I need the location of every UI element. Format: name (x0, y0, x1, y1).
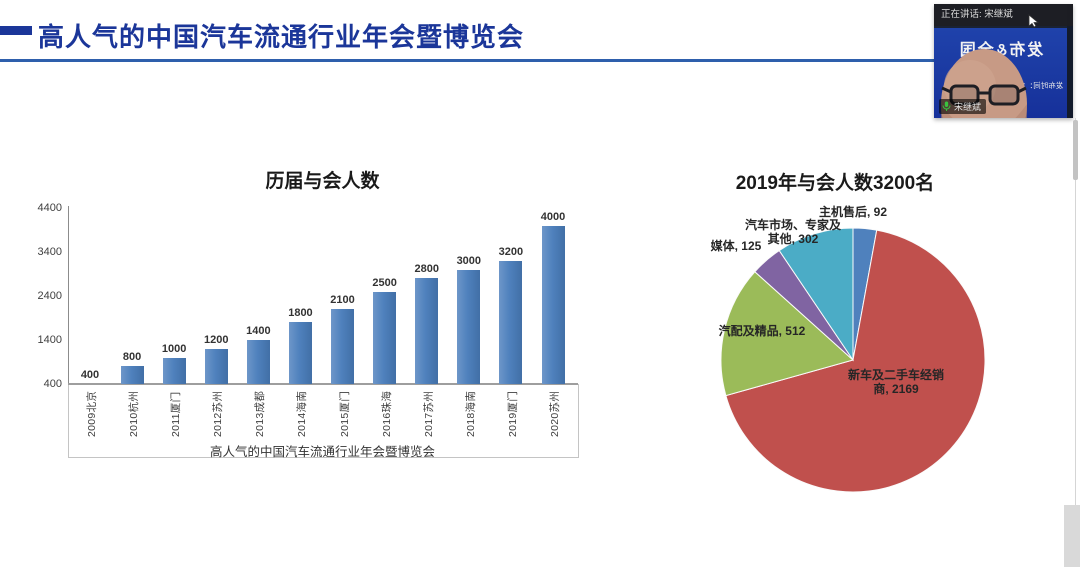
bar (331, 309, 355, 384)
x-tick-label: 2020苏州 (549, 390, 561, 437)
x-tick-label: 2013成都 (254, 390, 267, 437)
pie-slice-label: 媒体, 125 (710, 239, 762, 253)
x-tick-label: 2017苏州 (422, 390, 435, 437)
bar (373, 291, 397, 384)
bar-chart-title: 历届与会人数 (265, 171, 380, 192)
bar-value-label: 2100 (330, 294, 355, 307)
scrollbar-thumb[interactable] (1073, 120, 1078, 180)
pie-slice-label: 主机售后, 92 (818, 205, 888, 219)
pie-slice (852, 227, 878, 361)
bar-value-label: 1000 (161, 342, 187, 355)
microphone-icon (942, 101, 951, 111)
bar-chart-x-axis-title: 高人气的中国汽车流通行业年会暨博览会 (209, 445, 435, 459)
mouse-cursor-icon (1028, 14, 1039, 28)
bar (457, 269, 481, 384)
pie-slice (725, 229, 986, 493)
x-tick-label: 2010杭州 (128, 390, 141, 437)
bar (541, 225, 565, 384)
pie-slice (754, 249, 854, 361)
y-tick-label: 4400 (37, 202, 62, 214)
x-tick-label: 2009北京 (86, 390, 98, 437)
y-tick-label: 400 (43, 378, 62, 390)
pie-chart-title: 2019年与会人数3200名 (735, 173, 935, 194)
bar-value-label: 1800 (288, 307, 313, 320)
bar-value-label: 2800 (414, 263, 439, 276)
y-tick-label: 2400 (37, 290, 62, 302)
header-accent-dash (0, 26, 32, 35)
bar (246, 340, 270, 384)
x-tick-label: 2014海南 (296, 390, 309, 437)
speaking-indicator-label: 正在讲话: 宋继斌 (934, 4, 1073, 26)
participant-name-label: 宋继斌 (954, 102, 982, 112)
bar-value-label: 1400 (246, 325, 271, 337)
bar (204, 348, 228, 384)
bar (120, 366, 144, 384)
x-tick-label: 2011厦门 (170, 391, 183, 437)
page-title: 高人气的中国汽车流通行业年会暨博览会 (38, 22, 525, 52)
x-tick-label: 2019厦门 (506, 390, 519, 437)
pie-slice-label: 汽配及精品, 512 (718, 324, 806, 338)
x-tick-label: 2012苏州 (212, 390, 225, 437)
bar (288, 322, 312, 384)
bar-value-label: 400 (80, 369, 100, 381)
x-tick-label: 2018海南 (464, 390, 477, 437)
y-tick-label: 3400 (37, 246, 62, 258)
x-tick-label: 2015厦门 (338, 390, 351, 437)
x-tick-label: 2016珠海 (380, 390, 393, 437)
participant-name-tag: 宋继斌 (939, 99, 987, 114)
scrollbar-corner (1064, 505, 1080, 567)
bar-value-label: 800 (122, 351, 142, 364)
bar (415, 278, 439, 384)
bar-chart-frame (68, 384, 579, 458)
webcam-edge-strip (1067, 4, 1073, 118)
bar (499, 260, 523, 384)
scrollbar-track[interactable] (1075, 118, 1076, 506)
webcam-video-tile[interactable]: 发布&全国 发布时间：10月14日 正在讲话: 宋继斌 宋继斌 (934, 4, 1073, 118)
header-divider (0, 59, 936, 62)
pie-slice (778, 227, 854, 362)
bar-value-label: 3000 (456, 254, 482, 267)
bar-chart-y-axis (68, 206, 69, 384)
bar-value-label: 4000 (540, 210, 566, 223)
bar-chart-x-axis (68, 383, 578, 385)
bar (162, 357, 186, 384)
bar-value-label: 1200 (204, 333, 229, 346)
bar-value-label: 3200 (498, 245, 524, 258)
y-tick-label: 1400 (37, 334, 62, 346)
bar-value-label: 2500 (372, 276, 397, 289)
pie-slice-label: 汽车市场、专家及其他, 302 (744, 218, 841, 246)
pie-slice-label: 新车及二手车经销商, 2169 (847, 368, 944, 396)
